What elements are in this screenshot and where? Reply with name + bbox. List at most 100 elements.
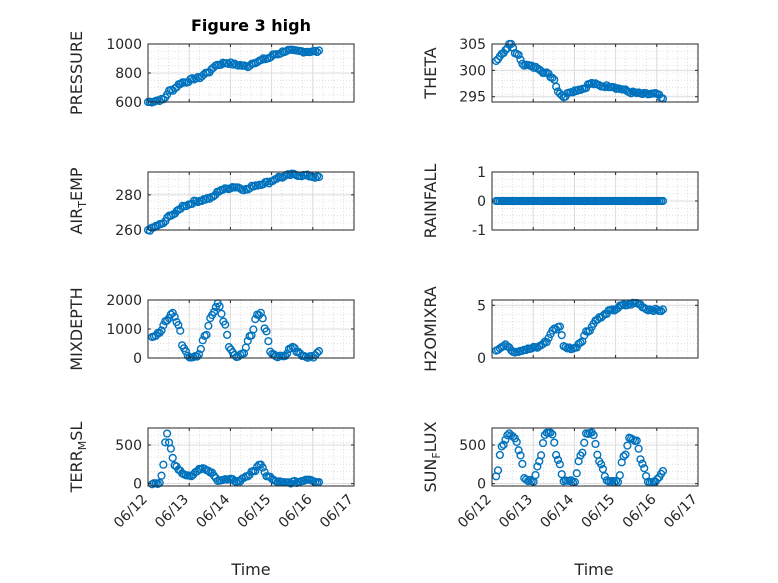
data-point bbox=[542, 338, 551, 347]
y-tick-label: -1 bbox=[472, 223, 486, 239]
data-point bbox=[538, 438, 548, 448]
data-point bbox=[658, 305, 668, 314]
data-point bbox=[610, 83, 619, 92]
data-point bbox=[281, 351, 290, 361]
y-axis-label: TERRMSL bbox=[67, 422, 89, 494]
data-point bbox=[198, 336, 207, 345]
data-point bbox=[585, 326, 594, 335]
data-point bbox=[555, 460, 564, 469]
y-tick-label: 260 bbox=[115, 223, 142, 239]
data-point bbox=[516, 451, 525, 460]
y-axis-label: THETA bbox=[421, 47, 440, 99]
data-point bbox=[236, 184, 245, 193]
data-point bbox=[263, 177, 272, 186]
y-axis-label: AIRTEMP bbox=[67, 167, 89, 234]
data-point bbox=[640, 464, 649, 473]
data-point bbox=[608, 476, 617, 486]
data-point bbox=[572, 469, 581, 478]
y-tick-label: 0 bbox=[477, 351, 486, 367]
data-point bbox=[600, 472, 609, 481]
y-axis-label: MIXDEPTH bbox=[67, 287, 86, 370]
data-point bbox=[623, 441, 632, 450]
data-point bbox=[600, 83, 609, 92]
data-point bbox=[159, 95, 168, 104]
y-tick-label: 800 bbox=[115, 66, 142, 82]
data-point bbox=[217, 309, 226, 318]
data-point bbox=[553, 455, 563, 465]
y-axis-label: SUNFLUX bbox=[421, 421, 443, 492]
data-point bbox=[155, 96, 164, 106]
data-point bbox=[597, 460, 606, 469]
data-point bbox=[555, 322, 564, 331]
data-point bbox=[653, 474, 662, 484]
data-point bbox=[170, 312, 179, 321]
data-point bbox=[168, 308, 177, 317]
data-point bbox=[221, 320, 230, 329]
axes-box bbox=[147, 171, 355, 231]
data-point bbox=[209, 307, 219, 317]
data-point bbox=[264, 337, 273, 346]
data-point bbox=[497, 442, 506, 451]
data-point bbox=[166, 444, 175, 453]
data-point bbox=[649, 306, 658, 316]
data-point bbox=[258, 463, 267, 472]
data-point bbox=[628, 435, 638, 444]
data-point bbox=[224, 59, 233, 69]
data-point bbox=[159, 219, 168, 228]
data-point bbox=[636, 455, 645, 464]
data-point bbox=[272, 174, 281, 183]
data-point bbox=[168, 453, 177, 462]
data-point bbox=[518, 59, 527, 68]
data-point bbox=[658, 196, 668, 206]
data-point bbox=[176, 326, 185, 335]
data-point bbox=[627, 89, 636, 98]
data-point bbox=[621, 450, 630, 459]
data-point bbox=[503, 431, 512, 440]
data-point bbox=[632, 436, 641, 445]
data-point bbox=[157, 326, 166, 335]
data-point bbox=[204, 321, 213, 330]
axes-box bbox=[491, 43, 699, 103]
subplot-mixdepth: 0 1000 2000 MIXDEPTH bbox=[67, 287, 355, 371]
y-tick-label: 0 bbox=[477, 477, 486, 493]
data-point bbox=[495, 450, 504, 460]
data-point bbox=[598, 465, 608, 474]
data-point bbox=[313, 348, 322, 357]
y-tick-label: 0 bbox=[477, 194, 486, 210]
y-tick-label: 1 bbox=[477, 165, 486, 181]
data-point bbox=[223, 330, 232, 339]
data-point bbox=[163, 316, 172, 325]
data-point bbox=[533, 462, 542, 471]
data-point bbox=[159, 460, 168, 469]
data-point bbox=[202, 330, 211, 340]
data-point bbox=[193, 352, 202, 361]
data-point bbox=[589, 431, 598, 440]
data-point bbox=[286, 344, 295, 353]
data-point bbox=[176, 79, 185, 89]
data-point bbox=[161, 438, 170, 447]
y-tick-label: 2000 bbox=[106, 293, 142, 309]
data-point bbox=[527, 344, 536, 353]
data-point bbox=[211, 303, 220, 312]
data-point bbox=[522, 475, 531, 484]
x-axis-label-left: Time bbox=[230, 560, 270, 579]
data-point bbox=[638, 459, 647, 468]
data-point bbox=[493, 466, 503, 475]
data-point bbox=[548, 73, 557, 83]
data-point bbox=[514, 446, 523, 455]
data-point bbox=[591, 439, 600, 449]
y-tick-label: 280 bbox=[115, 188, 142, 204]
data-point bbox=[576, 338, 585, 347]
data-point bbox=[501, 46, 510, 55]
data-point bbox=[256, 308, 265, 317]
data-point bbox=[243, 336, 252, 345]
subplot-pressure: 600 800 1000 PRESSURE bbox=[67, 31, 355, 115]
y-tick-label: 5 bbox=[477, 298, 486, 314]
subplot-theta: 295 300 305 THETA bbox=[421, 37, 699, 106]
subplot-h2omixra: 0 5 H2OMIXRA bbox=[421, 286, 699, 372]
data-point bbox=[273, 353, 282, 362]
data-point bbox=[552, 82, 561, 91]
data-point bbox=[634, 444, 643, 453]
data-point bbox=[557, 470, 566, 479]
y-tick-label: 295 bbox=[459, 90, 486, 106]
